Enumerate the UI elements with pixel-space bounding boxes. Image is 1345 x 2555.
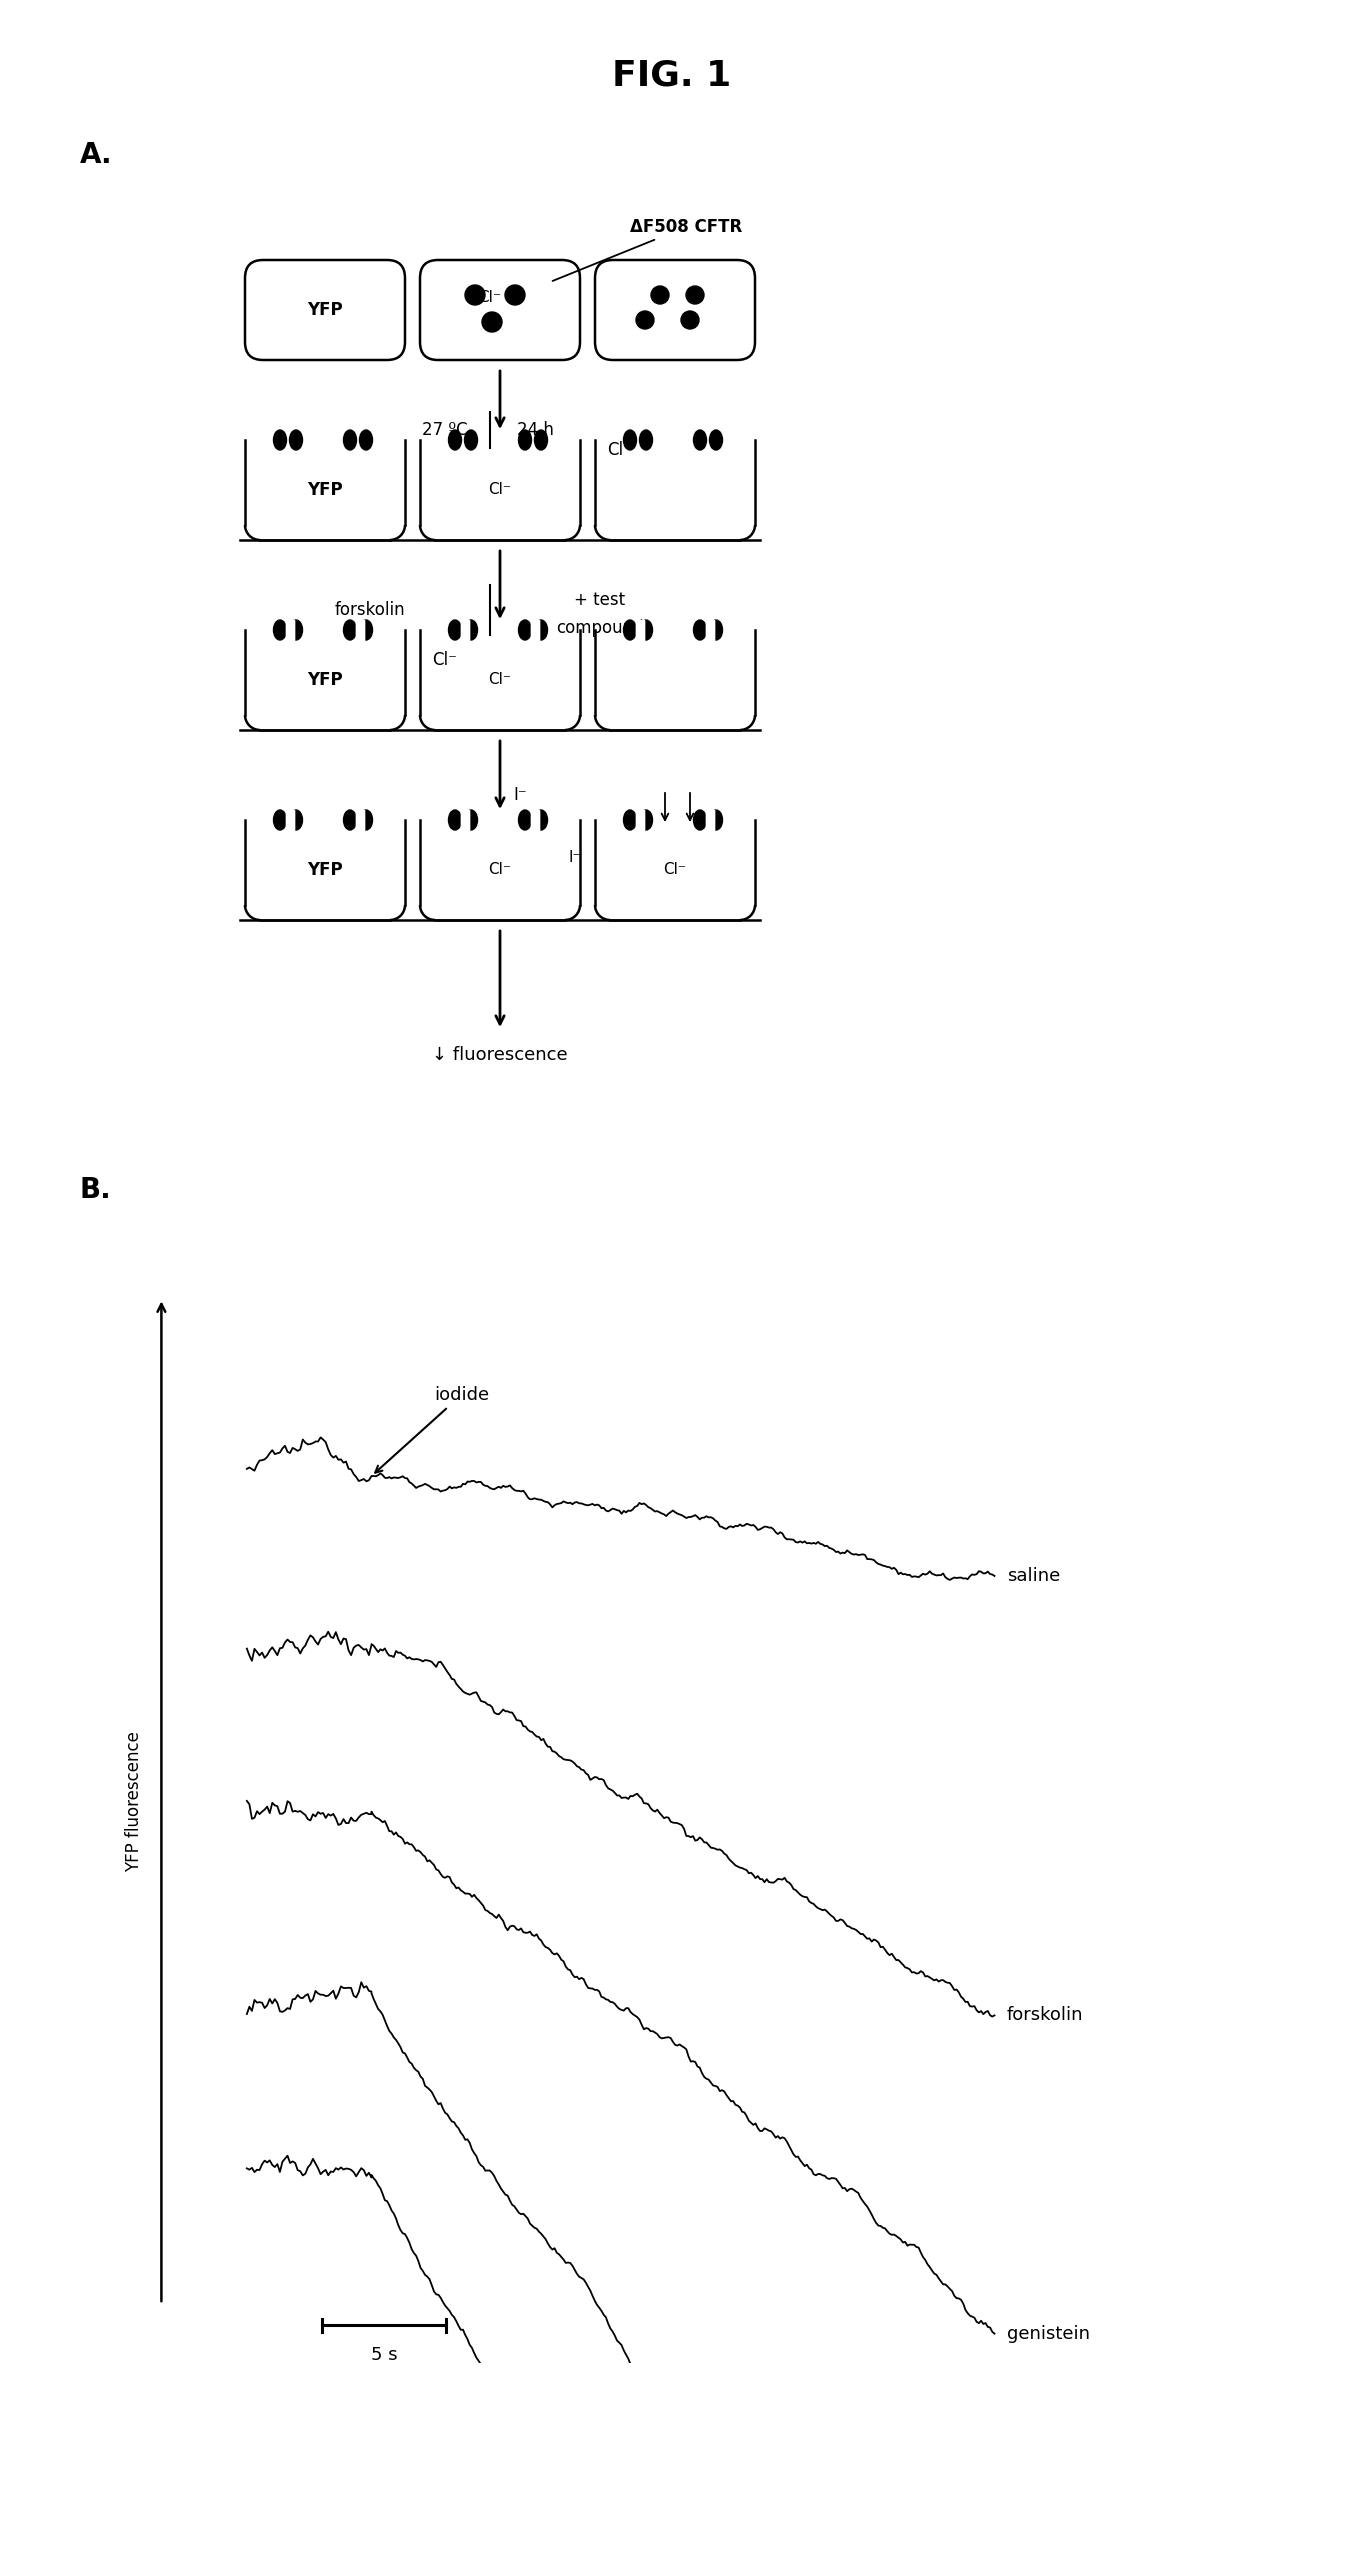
- Ellipse shape: [464, 621, 477, 639]
- Text: YFP: YFP: [307, 672, 343, 690]
- Ellipse shape: [343, 621, 356, 639]
- Text: compound: compound: [557, 618, 644, 636]
- Text: + test: + test: [574, 590, 625, 608]
- Bar: [706, 621, 714, 639]
- Ellipse shape: [710, 429, 722, 450]
- Ellipse shape: [359, 810, 373, 830]
- Ellipse shape: [639, 429, 652, 450]
- Ellipse shape: [534, 621, 547, 639]
- Bar: [356, 621, 364, 639]
- Bar: [706, 810, 714, 830]
- Bar: [636, 621, 644, 639]
- Bar: [286, 810, 295, 830]
- Text: forskolin: forskolin: [1007, 2006, 1084, 2024]
- Ellipse shape: [343, 810, 356, 830]
- Bar: [286, 621, 295, 639]
- Text: YFP fluorescence: YFP fluorescence: [125, 1730, 144, 1873]
- Text: genistein: genistein: [1007, 2325, 1089, 2343]
- Ellipse shape: [273, 429, 286, 450]
- Text: iodide: iodide: [375, 1385, 488, 1472]
- Ellipse shape: [359, 429, 373, 450]
- Ellipse shape: [519, 621, 531, 639]
- Ellipse shape: [710, 621, 722, 639]
- Ellipse shape: [639, 810, 652, 830]
- Ellipse shape: [273, 621, 286, 639]
- Bar: [461, 810, 469, 830]
- Ellipse shape: [534, 429, 547, 450]
- Ellipse shape: [624, 429, 636, 450]
- Text: I⁻: I⁻: [514, 787, 527, 805]
- Text: Cl⁻: Cl⁻: [479, 291, 502, 307]
- FancyBboxPatch shape: [420, 261, 580, 360]
- Text: I⁻: I⁻: [569, 851, 581, 866]
- Bar: [356, 621, 364, 639]
- Text: saline: saline: [1007, 1566, 1060, 1584]
- Text: YFP: YFP: [307, 301, 343, 319]
- Ellipse shape: [464, 810, 477, 830]
- FancyBboxPatch shape: [594, 261, 755, 360]
- Text: Cl⁻: Cl⁻: [488, 672, 511, 687]
- Ellipse shape: [694, 810, 706, 830]
- Ellipse shape: [639, 621, 652, 639]
- Ellipse shape: [289, 621, 303, 639]
- Ellipse shape: [534, 810, 547, 830]
- Circle shape: [636, 312, 654, 330]
- Bar: [706, 810, 714, 830]
- FancyBboxPatch shape: [245, 261, 405, 360]
- Circle shape: [686, 286, 703, 304]
- Bar: [461, 810, 469, 830]
- Bar: [531, 621, 539, 639]
- Ellipse shape: [464, 429, 477, 450]
- Bar: [636, 621, 644, 639]
- Bar: [636, 810, 644, 830]
- Ellipse shape: [624, 621, 636, 639]
- Circle shape: [681, 312, 699, 330]
- Text: YFP: YFP: [307, 861, 343, 879]
- Ellipse shape: [448, 621, 461, 639]
- Text: 27 ºC: 27 ºC: [422, 422, 468, 439]
- Text: ΔF508 CFTR: ΔF508 CFTR: [553, 217, 742, 281]
- Ellipse shape: [694, 621, 706, 639]
- Text: A.: A.: [79, 141, 113, 169]
- Text: Cl⁻: Cl⁻: [488, 864, 511, 876]
- Text: Cl⁻: Cl⁻: [433, 652, 457, 669]
- Ellipse shape: [519, 810, 531, 830]
- Ellipse shape: [519, 429, 531, 450]
- Ellipse shape: [694, 429, 706, 450]
- Text: B.: B.: [79, 1175, 112, 1203]
- Ellipse shape: [343, 429, 356, 450]
- Bar: [706, 621, 714, 639]
- Text: 5 s: 5 s: [371, 2345, 397, 2363]
- Ellipse shape: [359, 621, 373, 639]
- Ellipse shape: [624, 810, 636, 830]
- Ellipse shape: [289, 810, 303, 830]
- Bar: [461, 621, 469, 639]
- Bar: [531, 810, 539, 830]
- Text: Cl⁻: Cl⁻: [663, 864, 686, 876]
- Text: FIG. 1: FIG. 1: [612, 59, 732, 92]
- Text: Cl⁻: Cl⁻: [488, 483, 511, 498]
- Ellipse shape: [448, 810, 461, 830]
- Circle shape: [482, 312, 502, 332]
- Text: ↓ fluorescence: ↓ fluorescence: [432, 1045, 568, 1063]
- Ellipse shape: [289, 429, 303, 450]
- Bar: [531, 810, 539, 830]
- Bar: [286, 810, 295, 830]
- Bar: [356, 810, 364, 830]
- Bar: [356, 810, 364, 830]
- Bar: [461, 621, 469, 639]
- Bar: [531, 621, 539, 639]
- Circle shape: [465, 286, 486, 304]
- Ellipse shape: [710, 810, 722, 830]
- Text: YFP: YFP: [307, 480, 343, 498]
- Ellipse shape: [448, 429, 461, 450]
- Circle shape: [651, 286, 668, 304]
- Text: Cl⁻: Cl⁻: [608, 442, 632, 460]
- Bar: [636, 810, 644, 830]
- Text: forskolin: forskolin: [335, 600, 405, 618]
- Ellipse shape: [273, 810, 286, 830]
- Text: 24 h: 24 h: [516, 422, 553, 439]
- Circle shape: [504, 286, 525, 304]
- Bar: [286, 621, 295, 639]
